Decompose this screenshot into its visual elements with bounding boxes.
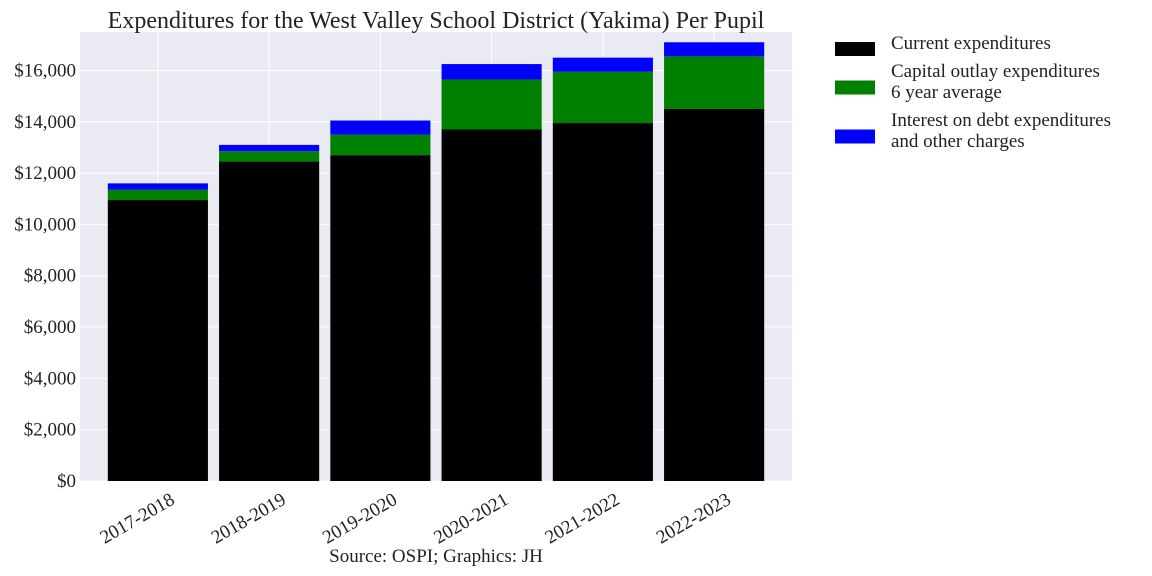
x-tick-label: 2018-2019	[208, 489, 290, 548]
x-tick-label: 2022-2023	[653, 489, 735, 548]
y-tick-label: $4,000	[24, 368, 76, 389]
bar-segment-2021-2022-series-0	[552, 123, 653, 481]
x-tick-label: 2021-2022	[542, 489, 624, 548]
legend-label: Current expenditures	[891, 33, 1051, 54]
bar-segment-2022-2023-series-2	[664, 42, 765, 57]
legend: Current expenditures Capital outlay expen…	[835, 33, 1111, 152]
x-tick-label: 2020-2021	[430, 489, 512, 548]
legend-swatch	[835, 80, 875, 95]
y-tick-labels: $0 $2,000 $4,000 $6,000 $8,000 $10,000 $12,000…	[14, 60, 76, 492]
bar-segment-2021-2022-series-1	[552, 71, 653, 124]
chart-caption: Source: OSPI; Graphics: JH	[329, 546, 543, 567]
bar-segment-2017-2018-series-1	[107, 189, 208, 201]
y-tick-label: $14,000	[14, 112, 76, 133]
x-tick-labels: 2017-2018 2018-2019 2019-2020 2020-2021 2021…	[97, 489, 735, 548]
y-tick-label: $16,000	[14, 60, 76, 81]
bar-segment-2018-2019-series-0	[219, 161, 320, 481]
bar-segment-2022-2023-series-0	[664, 108, 765, 481]
y-tick-label: $6,000	[24, 317, 76, 338]
bar-segment-2021-2022-series-2	[552, 57, 653, 72]
bar-segment-2017-2018-series-2	[107, 183, 208, 190]
bar-segment-2019-2020-series-2	[330, 120, 431, 135]
bar-segment-2017-2018-series-0	[107, 200, 208, 481]
y-tick-label: $8,000	[24, 266, 76, 287]
bar-segment-2018-2019-series-2	[219, 144, 320, 152]
x-tick-label: 2019-2020	[319, 489, 401, 548]
y-tick-label: $2,000	[24, 420, 76, 441]
legend-label: Interest on debt expenditures and other c…	[891, 110, 1111, 152]
bar-segment-2020-2021-series-1	[441, 79, 542, 130]
legend-swatch	[835, 129, 875, 144]
y-tick-label: $10,000	[14, 214, 76, 235]
legend-swatch	[835, 42, 875, 56]
x-tick-label: 2017-2018	[97, 489, 179, 548]
bar-segment-2019-2020-series-1	[330, 134, 431, 156]
bar-segment-2020-2021-series-0	[441, 129, 542, 482]
y-tick-label: $0	[57, 471, 76, 492]
bars	[107, 42, 765, 482]
bar-segment-2018-2019-series-1	[219, 151, 320, 162]
legend-label: Capital outlay expenditures 6 year averag…	[891, 61, 1100, 103]
y-tick-label: $12,000	[14, 163, 76, 184]
chart-title: Expenditures for the West Valley School …	[108, 8, 765, 34]
bar-segment-2020-2021-series-2	[441, 64, 542, 80]
bar-segment-2019-2020-series-0	[330, 155, 431, 481]
bar-segment-2022-2023-series-1	[664, 56, 765, 109]
